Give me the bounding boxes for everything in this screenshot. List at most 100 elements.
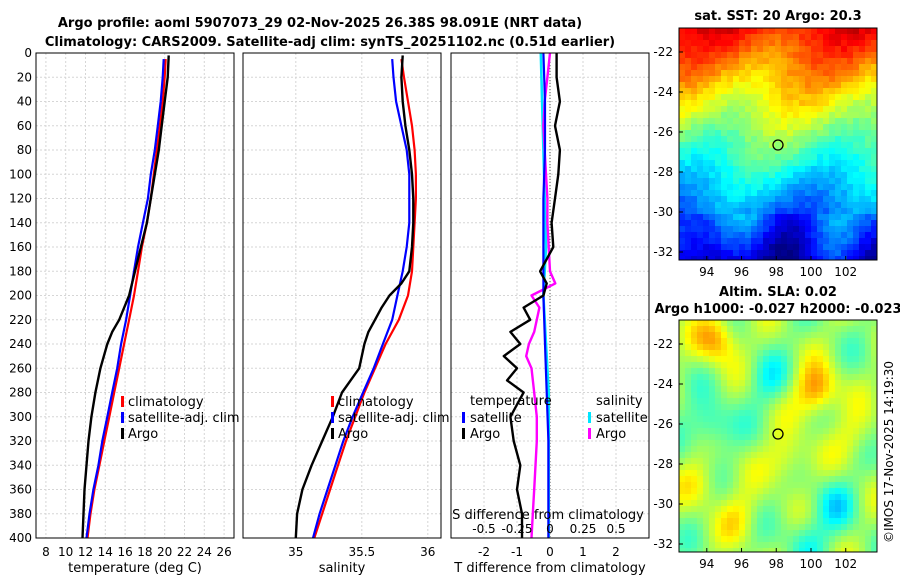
- sst-cell: [727, 184, 734, 191]
- sst-cell: [685, 70, 692, 77]
- sla-cell: [679, 416, 686, 423]
- sla-cell: [751, 386, 758, 393]
- sst-cell: [679, 106, 686, 113]
- sst-cell: [763, 118, 770, 125]
- sst-cell: [775, 28, 782, 35]
- sla-cell: [709, 338, 716, 345]
- legend-salinity-title: salinity: [596, 394, 643, 409]
- sla-cell: [859, 548, 866, 553]
- sla-cell: [823, 536, 830, 543]
- sla-cell: [703, 380, 710, 387]
- sst-cell: [817, 232, 824, 239]
- sla-cell: [745, 350, 752, 357]
- sla-cell: [709, 512, 716, 519]
- sla-cell: [757, 470, 764, 477]
- sst-cell: [835, 226, 842, 233]
- sla-cell: [805, 326, 812, 333]
- sst-cell: [817, 40, 824, 47]
- sla-cell: [775, 494, 782, 501]
- sst-cell: [799, 70, 806, 77]
- sst-cell: [847, 100, 854, 107]
- sst-cell: [787, 88, 794, 95]
- sst-cell: [769, 220, 776, 227]
- sla-cell: [769, 542, 776, 549]
- sst-cell: [829, 190, 836, 197]
- sst-cell: [811, 250, 818, 257]
- sst-cell: [799, 88, 806, 95]
- sst-cell: [787, 46, 794, 53]
- sla-cell: [805, 332, 812, 339]
- sst-cell: [811, 154, 818, 161]
- sla-cell: [841, 416, 848, 423]
- sla-cell: [853, 374, 860, 381]
- sla-cell: [715, 428, 722, 435]
- sst-cell: [823, 202, 830, 209]
- sst-cell: [703, 52, 710, 59]
- sst-cell: [805, 160, 812, 167]
- sla-cell: [847, 422, 854, 429]
- sst-cell: [685, 52, 692, 59]
- sst-cell: [727, 160, 734, 167]
- sla-cell: [859, 470, 866, 477]
- sla-cell: [871, 410, 878, 417]
- sst-cell: [811, 28, 818, 35]
- sla-cell: [751, 506, 758, 513]
- sla-cell: [865, 518, 872, 525]
- sst-cell: [763, 130, 770, 137]
- sst-cell: [703, 250, 710, 257]
- sst-cell: [769, 148, 776, 155]
- sst-cell: [847, 94, 854, 101]
- sla-cell: [703, 536, 710, 543]
- legend-label-argo: Argo: [338, 427, 368, 442]
- sla-cell: [727, 422, 734, 429]
- sla-cell: [871, 350, 878, 357]
- sla-cell: [835, 350, 842, 357]
- sla-cell: [727, 488, 734, 495]
- sst-cell: [871, 178, 878, 185]
- sst-cell: [769, 166, 776, 173]
- sla-cell: [691, 434, 698, 441]
- sla-cell: [793, 548, 800, 553]
- sst-cell: [847, 76, 854, 83]
- sst-cell: [823, 100, 830, 107]
- sla-cell: [685, 404, 692, 411]
- sst-cell: [757, 70, 764, 77]
- sla-cell: [775, 506, 782, 513]
- sla-cell: [721, 380, 728, 387]
- sst-cell: [721, 106, 728, 113]
- sst-cell: [859, 52, 866, 59]
- sla-cell: [751, 380, 758, 387]
- sla-cell: [763, 434, 770, 441]
- sla-cell: [745, 536, 752, 543]
- sla-cell: [775, 350, 782, 357]
- sla-cell: [823, 332, 830, 339]
- sst-cell: [709, 214, 716, 221]
- sst-cell: [763, 106, 770, 113]
- sla-cell: [715, 530, 722, 537]
- sla-cell: [685, 464, 692, 471]
- sla-cell: [811, 320, 818, 327]
- sst-cell: [817, 112, 824, 119]
- sla-cell: [841, 356, 848, 363]
- sst-cell: [871, 136, 878, 143]
- sla-cell: [763, 530, 770, 537]
- sla-cell: [847, 410, 854, 417]
- sst-cell: [769, 34, 776, 41]
- sst-cell: [805, 136, 812, 143]
- sst-cell: [679, 118, 686, 125]
- sla-cell: [775, 464, 782, 471]
- sst-cell: [685, 202, 692, 209]
- sst-cell: [685, 100, 692, 107]
- sla-cell: [817, 338, 824, 345]
- sst-cell: [835, 40, 842, 47]
- legend-label-climatology: climatology: [338, 395, 414, 410]
- sst-cell: [709, 250, 716, 257]
- sst-cell: [853, 148, 860, 155]
- sst-cell: [721, 154, 728, 161]
- sst-cell: [859, 88, 866, 95]
- sst-cell: [811, 70, 818, 77]
- sla-cell: [733, 494, 740, 501]
- sst-cell: [715, 232, 722, 239]
- sla-cell: [823, 452, 830, 459]
- sst-cell: [739, 172, 746, 179]
